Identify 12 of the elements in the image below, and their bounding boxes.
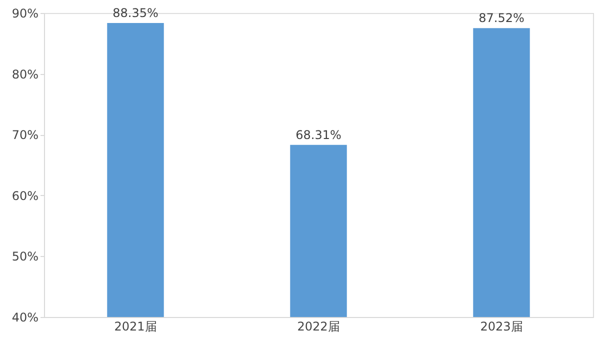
x-tick-label: 2021届 [114,320,157,334]
data-label: 88.35% [112,6,158,20]
data-label: 68.31% [296,128,342,142]
y-tick-label: 70% [12,128,38,142]
x-tick-label: 2022届 [297,320,340,334]
x-tick-label: 2023届 [480,320,523,334]
y-tick-label: 60% [12,188,38,203]
data-label: 87.52% [478,11,524,26]
y-tick-label: 90% [12,6,38,20]
y-tick-label: 40% [12,310,38,324]
y-tick-label: 80% [12,67,38,82]
y-tick-label: 50% [12,250,38,264]
